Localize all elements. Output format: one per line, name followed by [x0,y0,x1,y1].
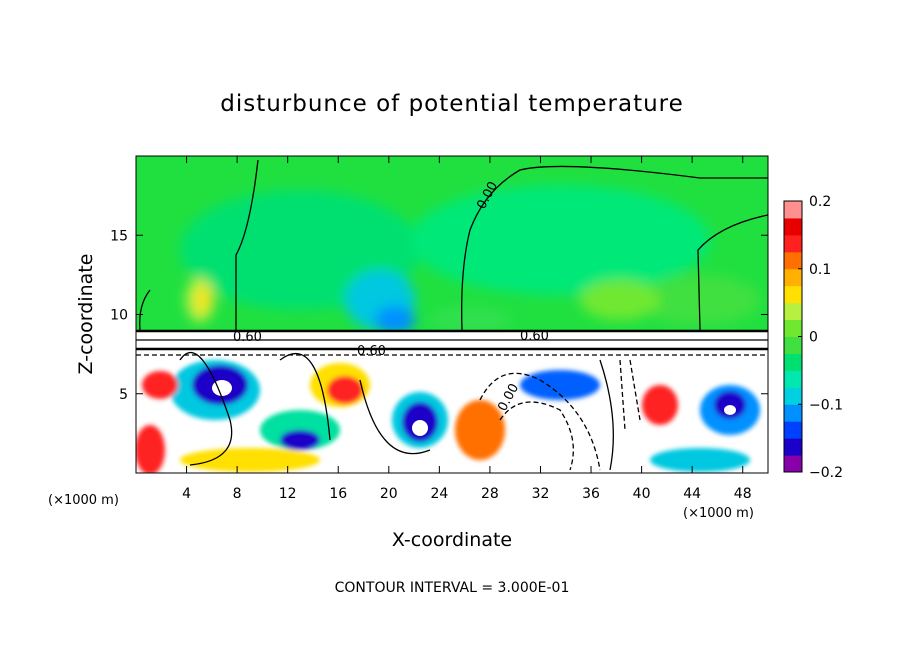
colorbar-segment [784,302,802,321]
colorbar-segment [784,404,802,422]
colorbar-tick-label: 0.1 [809,262,831,278]
y-tick-label: 10 [110,308,128,324]
colorbar-segment [784,234,802,253]
colorbar-tick-label: 0.2 [809,194,831,210]
y-tick-label: 15 [110,228,128,244]
colorbar-tick-label: −0.1 [809,397,843,413]
x-tick-label: 12 [279,486,297,502]
x-tick-label: 44 [683,486,701,502]
x-tick-label: 40 [633,486,651,502]
x-tick-label: 48 [734,486,752,502]
colorbar-segment [784,217,802,236]
colorbar: 0.2 0.1 0 −0.1 −0.2 [783,194,843,481]
colorbar-segment [784,387,802,405]
colorbar-segment [784,438,802,456]
colorbar-segment [784,285,802,304]
colorbar-segment [784,201,802,219]
colorbar-segment [784,370,802,388]
colorbar-segment [784,251,802,270]
y-axis: 5 10 15 [110,228,768,403]
x-tick-label: 24 [430,486,448,502]
colorbar-segment [784,353,802,371]
x-tick-label: 32 [532,486,550,502]
x-tick-label: 4 [182,486,191,502]
x-tick-label: 20 [380,486,398,502]
heatmap-field: 0.00 0.60 0.60 0.60 0.00 [136,156,768,473]
x-tick-label: 28 [481,486,499,502]
colorbar-segment [784,268,802,287]
x-axis: 4 8 12 16 20 24 28 32 36 40 44 48 [182,156,752,502]
x-tick-label: 8 [233,486,242,502]
contour-interval-note: CONTOUR INTERVAL = 3.000E-01 [335,580,570,596]
contour-label-mid-right: 0.60 [520,329,549,344]
chart-title: disturbunce of potential temperature [220,91,684,117]
colorbar-tick-label: 0 [809,330,818,346]
x-tick-label: 36 [582,486,600,502]
contour-label-mid-left: 0.60 [233,330,262,345]
x-axis-label: X-coordinate [392,529,512,551]
y-tick-label: 5 [119,387,128,403]
x-axis-unit: (×1000 m) [683,506,754,521]
y-axis-unit: (×1000 m) [48,493,119,508]
colorbar-segment [784,319,802,337]
colorbar-segment [784,455,802,473]
x-tick-label: 16 [329,486,347,502]
colorbar-segment [784,421,802,439]
contour-label-mid-center: 0.60 [357,344,386,359]
colorbar-tick-label: −0.2 [809,465,843,481]
y-axis-label: Z-coordinate [75,254,97,375]
colorbar-segment [784,336,802,354]
